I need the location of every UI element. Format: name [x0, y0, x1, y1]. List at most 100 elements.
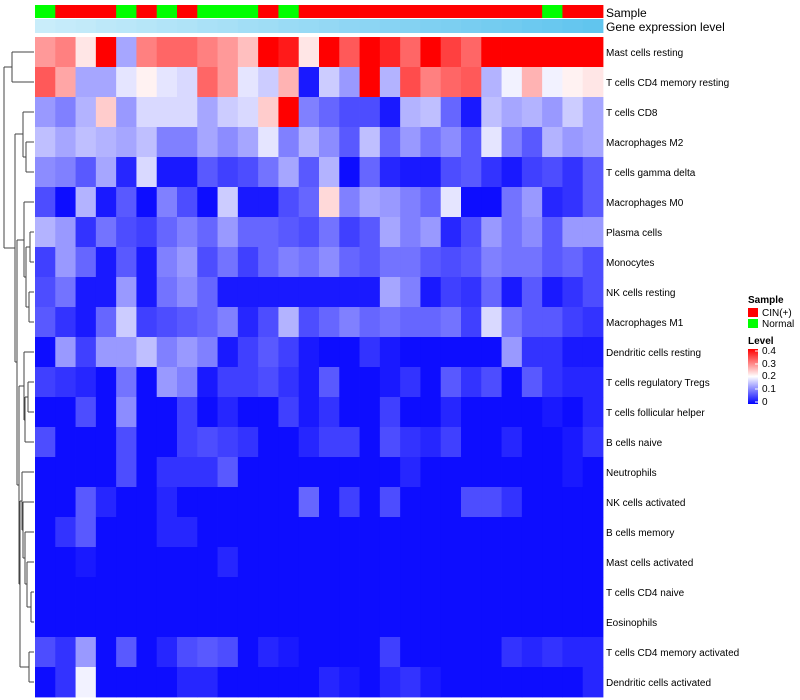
heatmap-cell — [136, 307, 158, 338]
heatmap-cell — [35, 457, 56, 488]
heatmap-cell — [197, 397, 218, 428]
heatmap-cell — [298, 637, 320, 668]
heatmap-cell — [298, 157, 320, 188]
heatmap-cell — [136, 517, 158, 548]
heatmap-cell — [116, 127, 137, 158]
heatmap-cell — [461, 577, 482, 608]
heatmap-cell — [379, 247, 401, 278]
sample-cell — [136, 5, 158, 18]
heatmap-cell — [156, 157, 178, 188]
heatmap-cell — [359, 37, 381, 68]
heatmap-cell — [156, 37, 178, 68]
heatmap-cell — [75, 607, 97, 638]
heatmap-cell — [400, 217, 421, 248]
heatmap-cell — [542, 277, 563, 308]
heatmap-cell — [55, 187, 76, 218]
heatmap-cell — [400, 247, 421, 278]
heatmap-cell — [177, 667, 198, 698]
heatmap-cell — [359, 487, 381, 518]
heatmap-cell — [562, 37, 584, 68]
heatmap-cell — [359, 127, 381, 158]
heatmap-cell — [420, 577, 442, 608]
expression-cell — [319, 19, 340, 33]
heatmap-cell — [319, 487, 340, 518]
heatmap-cell — [400, 637, 421, 668]
sample-cell — [116, 5, 137, 18]
heatmap-cell — [379, 667, 401, 698]
heatmap-cell — [177, 427, 198, 458]
heatmap-cell — [35, 607, 56, 638]
heatmap-cell — [35, 577, 56, 608]
heatmap-cell — [501, 427, 523, 458]
expression-cell — [116, 19, 137, 33]
heatmap-cell — [136, 277, 158, 308]
gene-expression-annotation-label: Gene expression level — [606, 20, 725, 34]
heatmap-cell — [116, 487, 137, 518]
heatmap-cell — [440, 67, 462, 98]
sample-cell — [177, 5, 198, 18]
heatmap-cell — [542, 337, 563, 368]
heatmap-cell — [319, 307, 340, 338]
heatmap-cell — [156, 217, 178, 248]
heatmap-cell — [177, 187, 198, 218]
heatmap-cell — [298, 37, 320, 68]
heatmap-cell — [319, 277, 340, 308]
heatmap-cell — [156, 427, 178, 458]
sample-cell — [75, 5, 97, 18]
heatmap-cell — [217, 607, 239, 638]
heatmap-cell — [582, 277, 604, 308]
heatmap-cell — [55, 37, 76, 68]
heatmap-cell — [278, 187, 300, 218]
row-label: T cells regulatory Tregs — [606, 378, 710, 389]
heatmap-cell — [420, 487, 442, 518]
heatmap-cell — [177, 157, 198, 188]
heatmap-cell — [420, 637, 442, 668]
heatmap-cell — [217, 667, 239, 698]
heatmap-cell — [278, 127, 300, 158]
heatmap-cell — [420, 457, 442, 488]
heatmap-cell — [55, 547, 76, 578]
row-label: Eosinophils — [606, 618, 657, 629]
heatmap-cell — [400, 367, 421, 398]
heatmap-cell — [379, 67, 401, 98]
heatmap-cell — [237, 307, 259, 338]
heatmap-cell — [258, 37, 279, 68]
gene-expression-annotation-bar — [35, 19, 604, 33]
heatmap-cell — [136, 157, 158, 188]
heatmap-cell — [501, 217, 523, 248]
expression-cell — [177, 19, 198, 33]
heatmap-cell — [359, 577, 381, 608]
legend: Sample CIN(+) Normal Level 0.4 0.3 0.2 0… — [748, 295, 794, 408]
heatmap-cell — [461, 607, 482, 638]
heatmap-cell — [501, 247, 523, 278]
heatmap-cell — [501, 97, 523, 128]
heatmap-cell — [156, 97, 178, 128]
heatmap-cell — [258, 637, 279, 668]
heatmap-cell — [582, 457, 604, 488]
heatmap-cell — [542, 67, 563, 98]
heatmap-cell — [562, 547, 584, 578]
heatmap-cell — [197, 667, 218, 698]
heatmap-cell — [501, 457, 523, 488]
heatmap-cell — [55, 367, 76, 398]
heatmap-cell — [298, 457, 320, 488]
heatmap-cell — [379, 547, 401, 578]
heatmap-cell — [278, 217, 300, 248]
heatmap-cell — [461, 397, 482, 428]
heatmap-cell — [440, 217, 462, 248]
heatmap-cell — [217, 457, 239, 488]
heatmap-cell — [258, 517, 279, 548]
heatmap-cell — [298, 127, 320, 158]
sample-cell — [461, 5, 482, 18]
heatmap-cell — [197, 187, 218, 218]
heatmap-cell — [278, 397, 300, 428]
heatmap-cell — [258, 547, 279, 578]
heatmap-cell — [420, 667, 442, 698]
heatmap-cell — [156, 577, 178, 608]
heatmap-cell — [481, 157, 502, 188]
heatmap-cell — [521, 97, 543, 128]
heatmap-cell — [136, 637, 158, 668]
heatmap-cell — [156, 667, 178, 698]
heatmap-cell — [237, 667, 259, 698]
heatmap-cell — [116, 427, 137, 458]
